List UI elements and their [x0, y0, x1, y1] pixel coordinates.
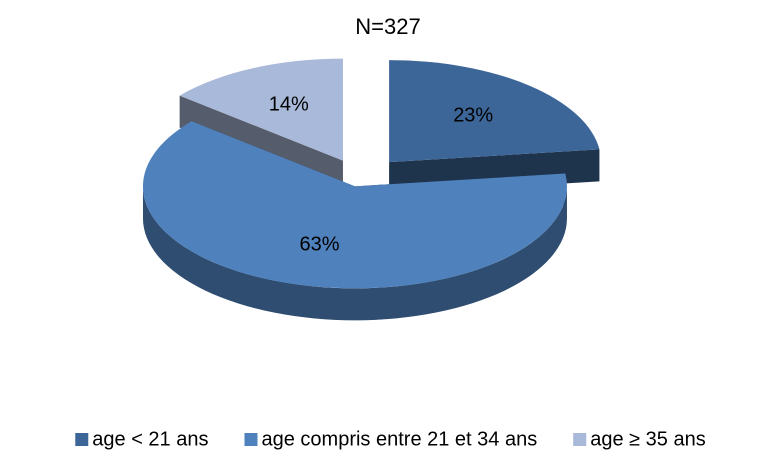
slice — [142, 121, 567, 289]
slice — [179, 58, 343, 161]
legend-label: age ≥ 35 ans — [590, 428, 706, 450]
legend-swatch — [244, 433, 258, 446]
data-label: 14% — [269, 93, 309, 115]
data-label: 23% — [453, 104, 493, 126]
legend-label: age < 21 ans — [92, 428, 208, 450]
legend-swatch — [573, 433, 587, 446]
data-label: 63% — [299, 233, 339, 255]
slice-wall — [142, 186, 567, 321]
chart-title: N=327 — [355, 14, 420, 39]
slice — [389, 60, 600, 163]
legend-label: age compris entre 21 et 34 ans — [261, 428, 537, 450]
legend-swatch — [75, 433, 89, 446]
